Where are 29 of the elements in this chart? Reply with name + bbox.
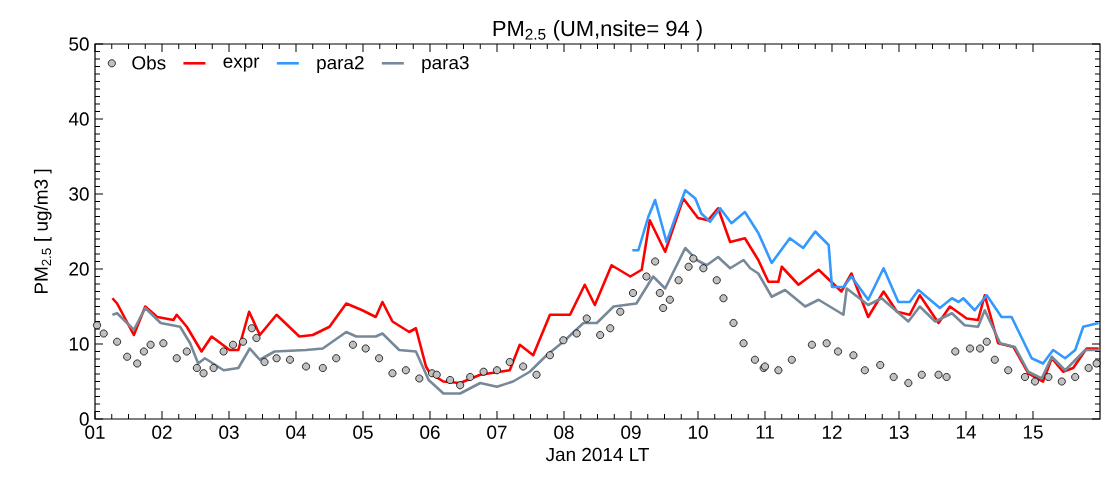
line-series: [631, 188, 1100, 365]
y-tick-label: 10: [69, 337, 89, 351]
x-tick-label: 05: [353, 425, 373, 439]
y-tick-label: 0: [79, 412, 89, 426]
legend-label: expr: [223, 57, 260, 72]
y-tick-label: 30: [69, 187, 89, 201]
chart-title: PM$_{2.5}$ (UM,nsite= 94 ): [493, 20, 702, 41]
x-tick-label: 09: [621, 425, 641, 439]
x-tick-label: 08: [554, 425, 574, 439]
x-tick-label: 14: [956, 425, 976, 439]
legend-label: para3: [422, 55, 469, 74]
legend-label: Obs: [132, 55, 166, 70]
x-tick-label: 12: [822, 425, 842, 439]
y-tick-label: 40: [68, 112, 89, 126]
x-tick-label: 10: [688, 425, 708, 439]
x-tick-label: 11: [756, 425, 774, 439]
x-tick-label: 07: [487, 425, 507, 439]
legend-label: para2: [317, 55, 364, 74]
y-tick-label: 20: [69, 262, 89, 276]
x-tick-label: 01: [85, 425, 105, 439]
y-axis-title: PM$_{2.5}$ [ ug/m3 ]: [33, 169, 52, 294]
x-tick-label: 04: [286, 425, 306, 439]
x-tick-label: 15: [1023, 425, 1043, 439]
x-tick-label: 03: [219, 425, 239, 439]
y-tick-label: 50: [69, 37, 89, 51]
x-tick-label: 06: [420, 425, 440, 439]
x-axis-title: Jan 2014 LT: [545, 447, 649, 462]
x-tick-label: 02: [152, 425, 172, 439]
x-tick-label: 13: [889, 425, 909, 439]
